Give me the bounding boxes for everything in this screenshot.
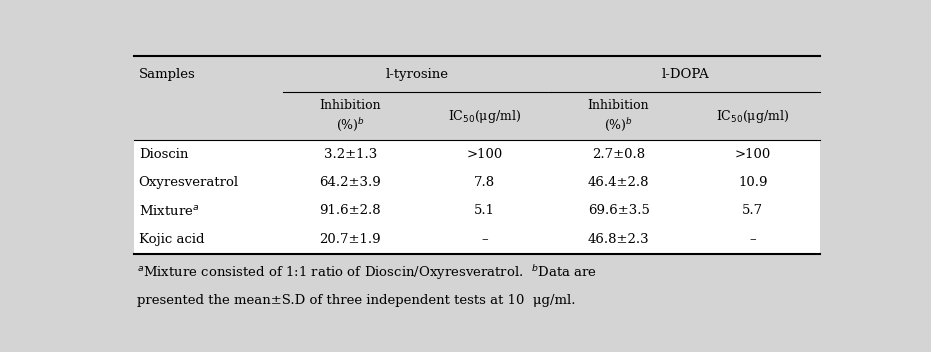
Text: 3.2±1.3: 3.2±1.3: [324, 147, 377, 161]
Text: Inhibition
(%)$^b$: Inhibition (%)$^b$: [319, 100, 381, 133]
Text: 69.6±3.5: 69.6±3.5: [587, 205, 650, 218]
Text: –: –: [481, 233, 488, 246]
Text: IC$_{50}$(μg/ml): IC$_{50}$(μg/ml): [716, 108, 789, 125]
Text: –: –: [749, 233, 756, 246]
Text: IC$_{50}$(μg/ml): IC$_{50}$(μg/ml): [448, 108, 521, 125]
Text: 10.9: 10.9: [738, 176, 767, 189]
Text: Inhibition
(%)$^b$: Inhibition (%)$^b$: [587, 100, 650, 133]
Text: 20.7±1.9: 20.7±1.9: [319, 233, 381, 246]
Text: >100: >100: [735, 147, 771, 161]
Text: 5.1: 5.1: [474, 205, 495, 218]
Bar: [134, 140, 820, 254]
Text: Samples: Samples: [139, 68, 196, 81]
Text: Dioscin: Dioscin: [139, 147, 188, 161]
Text: 46.4±2.8: 46.4±2.8: [587, 176, 649, 189]
Text: l-DOPA: l-DOPA: [662, 68, 709, 81]
Text: 5.7: 5.7: [742, 205, 763, 218]
Text: 7.8: 7.8: [474, 176, 495, 189]
Text: Mixture$^a$: Mixture$^a$: [139, 204, 199, 218]
Text: 64.2±3.9: 64.2±3.9: [319, 176, 381, 189]
Text: Kojic acid: Kojic acid: [139, 233, 204, 246]
Text: 46.8±2.3: 46.8±2.3: [587, 233, 650, 246]
Text: l-tyrosine: l-tyrosine: [385, 68, 449, 81]
Bar: [134, 56, 820, 140]
Text: 91.6±2.8: 91.6±2.8: [319, 205, 381, 218]
Text: >100: >100: [466, 147, 503, 161]
Text: $^a$Mixture consisted of 1:1 ratio of Dioscin/Oxyresveratrol.  $^b$Data are: $^a$Mixture consisted of 1:1 ratio of Di…: [137, 263, 597, 282]
Text: Oxyresveratrol: Oxyresveratrol: [139, 176, 239, 189]
Text: 2.7±0.8: 2.7±0.8: [592, 147, 645, 161]
Text: presented the mean±S.D of three independent tests at 10  μg/ml.: presented the mean±S.D of three independ…: [137, 294, 575, 307]
